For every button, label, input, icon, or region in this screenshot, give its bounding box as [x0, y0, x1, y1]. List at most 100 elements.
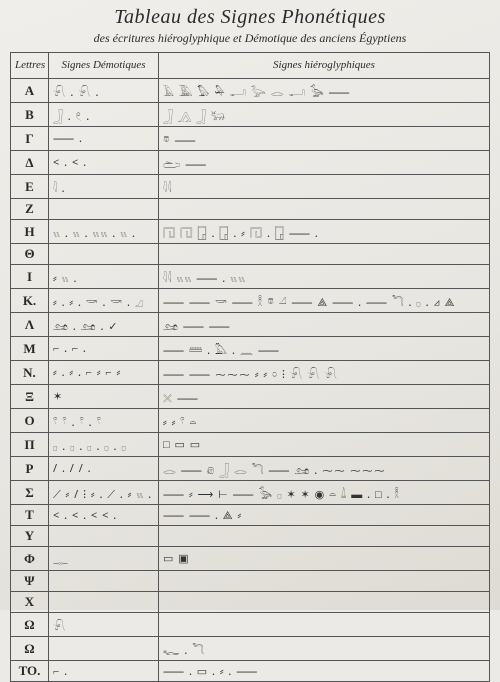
table-row: K.⸗ . ⸗ . 𓎡 . 𓎡 . 𓈎⸺ ⸺ 𓎡 ⸺ 𓎛 𓎼 𓏘 ⸺ ⟁ ⸺ .…: [11, 289, 490, 313]
table-row: Ω𓆑 . 𓆓: [11, 637, 490, 661]
greek-letter: N.: [11, 361, 49, 385]
hieroglyphic-signs: ⸺ . ▭ . ⸗ . ⸺: [159, 661, 490, 682]
greek-letter: M: [11, 337, 49, 361]
hieroglyphic-signs: [159, 526, 490, 547]
greek-letter: A: [11, 79, 49, 103]
demotic-signs: < . < . < < .: [49, 505, 159, 526]
demotic-signs: 𓇋 .: [49, 175, 159, 199]
hieroglyphic-signs: ⸺ ⸺ ⁓⁓⁓ ⸗ ⸗ 𓏌 ⁝ 𓍯 𓍯 𓍯: [159, 361, 490, 385]
col-greek: Lettres Grecques: [11, 53, 49, 79]
hieroglyphic-signs: [159, 592, 490, 613]
greek-letter: Γ: [11, 127, 49, 151]
hieroglyphic-signs: ⸗ ⸗ 𓍢 𓏏: [159, 409, 490, 433]
col-hiero: Signes hiéroglyphiques: [159, 53, 490, 79]
demotic-signs: [49, 592, 159, 613]
table-header-row: Lettres Grecques Signes Démotiques Signe…: [11, 53, 490, 79]
table-row: P/ . / / .𓂋 ⸺ 𓁶 𓃀 𓂋 𓆓 ⸺ 𓃭 . ⁓⁓ ⁓⁓⁓: [11, 457, 490, 481]
demotic-signs: [49, 244, 159, 265]
greek-letter: Δ: [11, 151, 49, 175]
demotic-signs: ⌐ . ⌐ .: [49, 337, 159, 361]
greek-letter: Σ: [11, 481, 49, 505]
table-row: T< . < . < < .⸺ ⸺ . ⟁ ⸗: [11, 505, 490, 526]
demotic-signs: 𓍯: [49, 613, 159, 637]
demotic-signs: / . / / .: [49, 457, 159, 481]
greek-letter: Θ: [11, 244, 49, 265]
table-row: M⌐ . ⌐ .⸺ 𓏠 . 𓅓 . 𓈖 ⸺: [11, 337, 490, 361]
page-title: Tableau des Signes Phonétiques: [10, 6, 490, 29]
demotic-signs: ⸗ . ⸗ . 𓎡 . 𓎡 . 𓈎: [49, 289, 159, 313]
table-row: Y: [11, 526, 490, 547]
demotic-signs: ⟋ ⸗ / ⁝ ⸗ . ⟋ . ⸗ 𓏭 .: [49, 481, 159, 505]
demotic-signs: ⸺ .: [49, 127, 159, 151]
hieroglyphic-signs: 𓉔 𓉔 𓉗 . 𓉗 . ⸗ 𓉔 . 𓉗 ⸺ .: [159, 220, 490, 244]
greek-letter: Z: [11, 199, 49, 220]
table-row: Φ𓊃▭ ▣: [11, 547, 490, 571]
hieroglyphic-signs: 𓎼 ⸺: [159, 127, 490, 151]
page-subtitle: des écritures hiéroglyphique et Démotiqu…: [10, 31, 490, 46]
hieroglyphic-signs: 𓆑 . 𓆓: [159, 637, 490, 661]
demotic-signs: ✶: [49, 385, 159, 409]
greek-letter: T: [11, 505, 49, 526]
hieroglyphic-signs: 𓃭 ⸺ ⸺: [159, 313, 490, 337]
table-row: TO.⌐ .⸺ . ▭ . ⸗ . ⸺: [11, 661, 490, 682]
greek-letter: B: [11, 103, 49, 127]
demotic-signs: ⌐ .: [49, 661, 159, 682]
table-row: O𓍢 𓍢 . 𓍢 . 𓍢⸗ ⸗ 𓍢 𓏏: [11, 409, 490, 433]
hieroglyphic-signs: ⸺ ⸺ 𓎡 ⸺ 𓎛 𓎼 𓏘 ⸺ ⟁ ⸺ . ⸺ 𓆓 . 𓊪 . ◿ ⟁: [159, 289, 490, 313]
demotic-signs: ⸗ 𓏭 .: [49, 265, 159, 289]
demotic-signs: < . < .: [49, 151, 159, 175]
demotic-signs: [49, 526, 159, 547]
hieroglyphic-signs: 𓂋 ⸺ 𓁶 𓃀 𓂋 𓆓 ⸺ 𓃭 . ⁓⁓ ⁓⁓⁓: [159, 457, 490, 481]
table-row: A𓍯 . 𓍯 .𓄿 𓅀 𓅃 𓅆 𓂝 𓅬 𓂋 𓂝 𓅭 ⸺: [11, 79, 490, 103]
table-row: N.⸗ . ⸗ . ⌐ ⸗ ⌐ ⸗⸺ ⸺ ⁓⁓⁓ ⸗ ⸗ 𓏌 ⁝ 𓍯 𓍯 𓍯: [11, 361, 490, 385]
hieroglyphic-signs: [159, 199, 490, 220]
table-row: Θ: [11, 244, 490, 265]
greek-letter: E: [11, 175, 49, 199]
table-row: Δ< . < .𓂧 ⸺: [11, 151, 490, 175]
col-demotic: Signes Démotiques: [49, 53, 159, 79]
hieroglyphic-signs: [159, 571, 490, 592]
demotic-signs: 𓃭 . 𓃭 . ✓: [49, 313, 159, 337]
table-row: Ξ✶𓏴 ⸺: [11, 385, 490, 409]
greek-letter: K.: [11, 289, 49, 313]
table-row: E𓇋 .𓇋𓇋: [11, 175, 490, 199]
demotic-signs: [49, 199, 159, 220]
hieroglyphic-signs: 𓂧 ⸺: [159, 151, 490, 175]
hieroglyphic-signs: [159, 613, 490, 637]
greek-letter: X: [11, 592, 49, 613]
hieroglyphic-signs: [159, 244, 490, 265]
greek-letter: TO.: [11, 661, 49, 682]
greek-letter: I: [11, 265, 49, 289]
greek-letter: H: [11, 220, 49, 244]
greek-letter: P: [11, 457, 49, 481]
hieroglyphic-signs: 𓇋𓇋: [159, 175, 490, 199]
table-row: Ω𓍯: [11, 613, 490, 637]
greek-letter: Ψ: [11, 571, 49, 592]
hieroglyphic-signs: ⸺ ⸺ . ⟁ ⸗: [159, 505, 490, 526]
greek-letter: Λ: [11, 313, 49, 337]
table-row: I⸗ 𓏭 .𓇋𓇋 𓏭𓏭 ⸺ . 𓏭𓏭: [11, 265, 490, 289]
greek-letter: Ω: [11, 613, 49, 637]
demotic-signs: [49, 637, 159, 661]
greek-letter: O: [11, 409, 49, 433]
hieroglyphic-signs: 𓇋𓇋 𓏭𓏭 ⸺ . 𓏭𓏭: [159, 265, 490, 289]
hieroglyphic-signs: ⸺ ⸗ ⟶ ⊢ ⸺ 𓅭 𓊪 ✶ ✶ ◉ 𓏏 𓍑 ▬ . □ . 𓎛: [159, 481, 490, 505]
hieroglyphic-signs: 𓏴 ⸺: [159, 385, 490, 409]
table-row: Π𓊪 . 𓊪 . 𓊪 . 𓊪 . 𓊪□ ▭ ▭: [11, 433, 490, 457]
demotic-signs: 𓊃: [49, 547, 159, 571]
hieroglyphic-signs: 𓄿 𓅀 𓅃 𓅆 𓂝 𓅬 𓂋 𓂝 𓅭 ⸺: [159, 79, 490, 103]
hieroglyphic-signs: □ ▭ ▭: [159, 433, 490, 457]
greek-letter: Ξ: [11, 385, 49, 409]
demotic-signs: 𓏭 . 𓏭 . 𓏭𓏭 . 𓏭 .: [49, 220, 159, 244]
table-row: Z: [11, 199, 490, 220]
greek-letter: Y: [11, 526, 49, 547]
table-row: B𓃀 . 𓏲 .𓃀 𓂻 𓃀 𓃒: [11, 103, 490, 127]
demotic-signs: 𓍯 . 𓍯 .: [49, 79, 159, 103]
table-row: Σ⟋ ⸗ / ⁝ ⸗ . ⟋ . ⸗ 𓏭 .⸺ ⸗ ⟶ ⊢ ⸺ 𓅭 𓊪 ✶ ✶ …: [11, 481, 490, 505]
demotic-signs: [49, 571, 159, 592]
hieroglyphic-signs: 𓃀 𓂻 𓃀 𓃒: [159, 103, 490, 127]
hieroglyphic-signs: ▭ ▣: [159, 547, 490, 571]
table-row: H𓏭 . 𓏭 . 𓏭𓏭 . 𓏭 .𓉔 𓉔 𓉗 . 𓉗 . ⸗ 𓉔 . 𓉗 ⸺ .: [11, 220, 490, 244]
demotic-signs: 𓊪 . 𓊪 . 𓊪 . 𓊪 . 𓊪: [49, 433, 159, 457]
demotic-signs: ⸗ . ⸗ . ⌐ ⸗ ⌐ ⸗: [49, 361, 159, 385]
